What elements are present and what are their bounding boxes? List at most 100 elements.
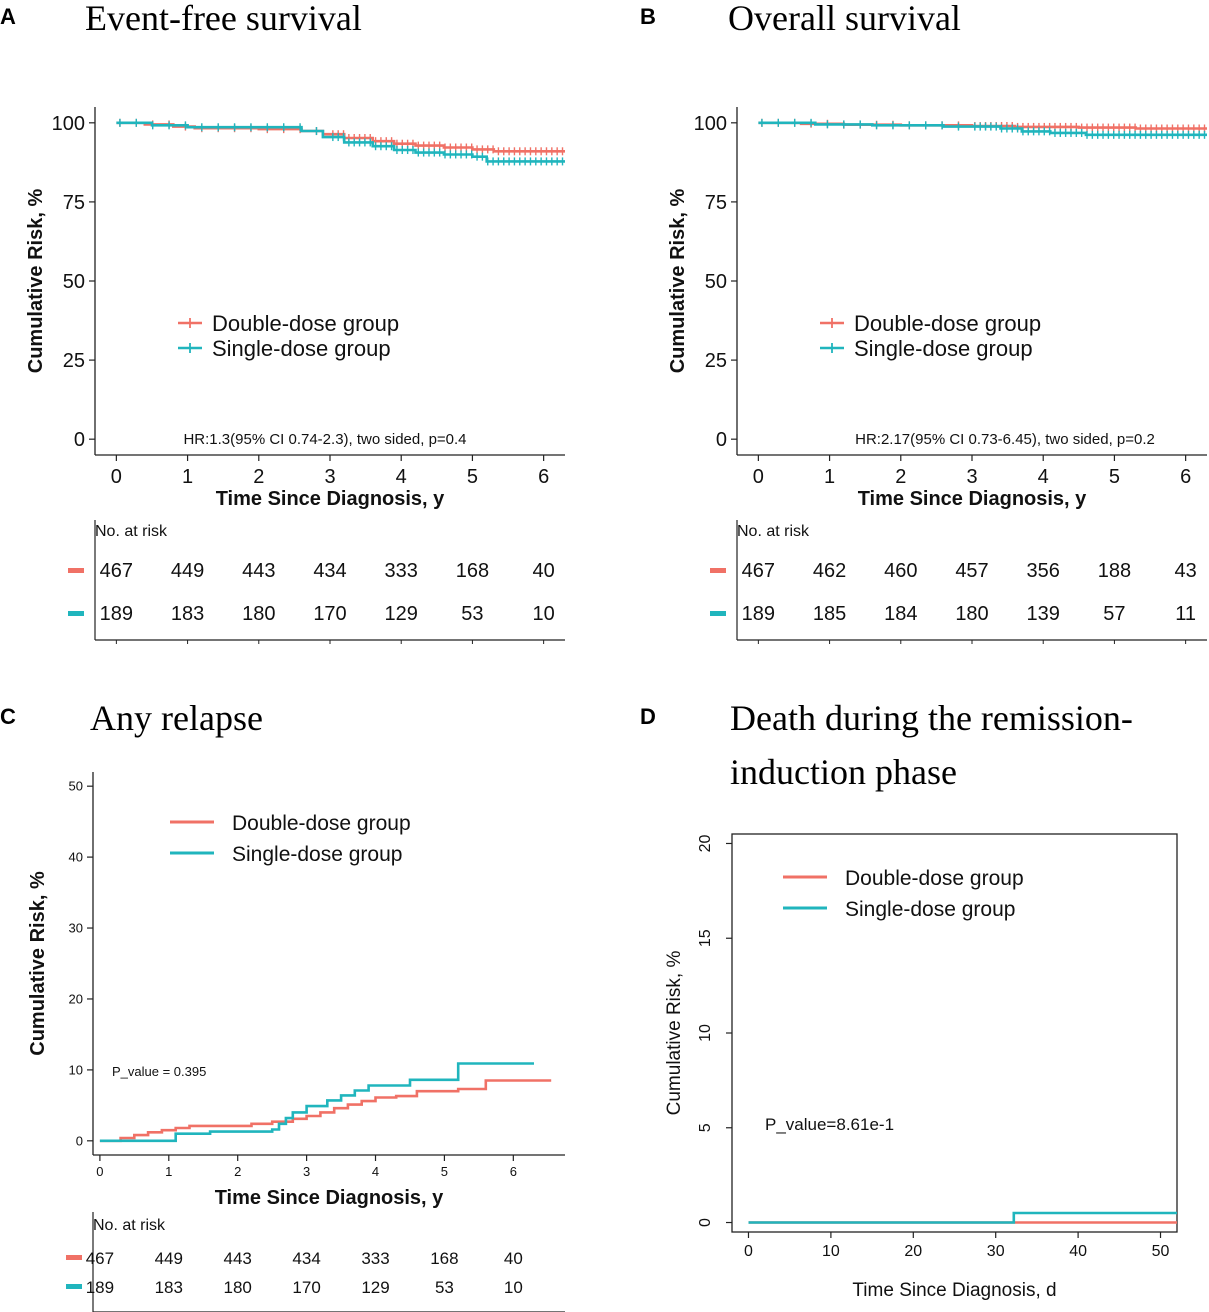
legend-label: Double-dose group xyxy=(854,311,1041,336)
y-tick-label: 5 xyxy=(697,1123,714,1132)
y-tick-label: 0 xyxy=(74,429,85,451)
risk-table-count: 434 xyxy=(313,560,346,582)
x-axis-label: Time Since Diagnosis, y xyxy=(216,488,445,510)
x-axis-label: Time Since Diagnosis, d xyxy=(852,1280,1056,1301)
risk-table-count: 449 xyxy=(171,560,204,582)
risk-table-count: 170 xyxy=(292,1278,320,1297)
y-tick-label: 10 xyxy=(697,1024,714,1042)
risk-table-count: 333 xyxy=(385,560,418,582)
y-tick-label: 20 xyxy=(697,834,714,852)
panel-d: D Death during the remission- induction … xyxy=(640,698,1178,1301)
risk-table-count: 189 xyxy=(100,603,133,625)
y-tick-label: 0 xyxy=(716,429,727,451)
panel-title-d-line1: Death during the remission- xyxy=(730,698,1133,738)
risk-table-count: 443 xyxy=(224,1249,252,1268)
x-tick-label: 6 xyxy=(510,1164,517,1179)
risk-table-count: 139 xyxy=(1027,603,1060,625)
legend-label: Single-dose group xyxy=(232,843,402,866)
risk-table-group-marker xyxy=(68,568,84,573)
risk-table-count: 11 xyxy=(1175,603,1196,625)
x-tick-label: 5 xyxy=(1109,466,1120,488)
risk-table-group-marker xyxy=(66,1255,82,1260)
panel-title-a: Event-free survival xyxy=(85,0,362,38)
x-tick-label: 3 xyxy=(303,1164,310,1179)
legend-label: Single-dose group xyxy=(854,336,1033,361)
risk-table-count: 356 xyxy=(1027,560,1060,582)
risk-table-count: 188 xyxy=(1098,560,1131,582)
panel-title-c: Any relapse xyxy=(90,698,263,738)
x-tick-label: 4 xyxy=(1038,466,1049,488)
risk-table-count: 434 xyxy=(292,1249,320,1268)
y-tick-label: 40 xyxy=(69,850,83,865)
x-tick-label: 5 xyxy=(441,1164,448,1179)
legend-label: Single-dose group xyxy=(845,898,1015,921)
x-tick-label: 5 xyxy=(467,466,478,488)
y-tick-label: 25 xyxy=(63,350,85,372)
legend-label: Double-dose group xyxy=(845,867,1024,890)
risk-table-count: 129 xyxy=(361,1278,389,1297)
x-tick-label: 4 xyxy=(372,1164,379,1179)
risk-table-count: 40 xyxy=(504,1249,523,1268)
single-dose-curve xyxy=(116,121,565,163)
risk-table-count: 460 xyxy=(884,560,917,582)
y-tick-label: 10 xyxy=(69,1062,83,1077)
risk-table-count: 467 xyxy=(86,1249,114,1268)
x-tick-label: 50 xyxy=(1152,1243,1170,1260)
x-tick-label: 0 xyxy=(744,1243,753,1260)
y-tick-label: 100 xyxy=(694,113,727,135)
y-tick-label: 0 xyxy=(697,1218,714,1227)
risk-table-count: 333 xyxy=(361,1249,389,1268)
risk-table-count: 189 xyxy=(86,1278,114,1297)
panel-b: B Overall survival 0 25 50 75 100 0 1 2 3 4 5 6 Cumu… xyxy=(640,0,1207,644)
panel-letter-d: D xyxy=(640,704,656,729)
plot-area-c: 0 10 20 30 40 50 0 1 2 3 4 5 6 Cumulative Risk, % Time… xyxy=(27,772,565,1312)
risk-table-count: 57 xyxy=(1103,603,1125,625)
risk-table-count: 180 xyxy=(955,603,988,625)
risk-table-count: 53 xyxy=(435,1278,454,1297)
risk-table-count: 443 xyxy=(242,560,275,582)
risk-table-count: 183 xyxy=(155,1278,183,1297)
risk-table-title: No. at risk xyxy=(737,523,810,540)
risk-table-count: 180 xyxy=(224,1278,252,1297)
x-tick-label: 40 xyxy=(1069,1243,1087,1260)
legend-label: Double-dose group xyxy=(212,311,399,336)
y-axis-label: Cumulative Risk, % xyxy=(27,871,49,1056)
double-dose-curve xyxy=(99,1079,552,1143)
risk-table-count: 462 xyxy=(813,560,846,582)
panel-letter-a: A xyxy=(0,4,16,29)
panel-a: A Event-free survival 0 25 50 75 100 0 1 2 3 4 5 6 C… xyxy=(0,0,565,644)
single-dose-curve xyxy=(748,1211,1177,1224)
panel-letter-c: C xyxy=(0,704,16,729)
stats-annotation: HR:2.17(95% CI 0.73-6.45), two sided, p=… xyxy=(855,431,1155,448)
risk-table-count: 185 xyxy=(813,603,846,625)
risk-table-count: 10 xyxy=(504,1278,523,1297)
plot-area-a: 0 25 50 75 100 0 1 2 3 4 5 6 Cumulative Risk, % Time … xyxy=(25,107,565,644)
y-tick-label: 75 xyxy=(63,192,85,214)
y-axis-label: Cumulative Risk, % xyxy=(664,951,685,1116)
x-tick-label: 0 xyxy=(111,466,122,488)
x-tick-label: 3 xyxy=(966,466,977,488)
risk-table-count: 184 xyxy=(884,603,917,625)
x-tick-label: 6 xyxy=(538,466,549,488)
x-tick-label: 10 xyxy=(822,1243,840,1260)
panel-title-b: Overall survival xyxy=(728,0,961,38)
risk-table-count: 40 xyxy=(533,560,555,582)
plot-area-d: 0 5 10 15 20 0 10 20 30 40 50 Cumulative Risk, % Tim… xyxy=(664,833,1178,1301)
risk-table-count: 457 xyxy=(955,560,988,582)
y-tick-label: 50 xyxy=(63,271,85,293)
plot-frame xyxy=(731,833,1178,1233)
risk-table-group-marker xyxy=(710,611,726,616)
risk-table-count: 170 xyxy=(313,603,346,625)
x-tick-label: 6 xyxy=(1180,466,1191,488)
x-tick-label: 1 xyxy=(182,466,193,488)
legend-label: Single-dose group xyxy=(212,336,391,361)
risk-table-count: 183 xyxy=(171,603,204,625)
x-tick-label: 30 xyxy=(987,1243,1005,1260)
x-tick-label: 0 xyxy=(753,466,764,488)
y-tick-label: 75 xyxy=(705,192,727,214)
x-tick-label: 1 xyxy=(824,466,835,488)
y-tick-label: 50 xyxy=(69,779,83,794)
risk-table-group-marker xyxy=(710,568,726,573)
y-axis-label: Cumulative Risk, % xyxy=(25,189,47,374)
